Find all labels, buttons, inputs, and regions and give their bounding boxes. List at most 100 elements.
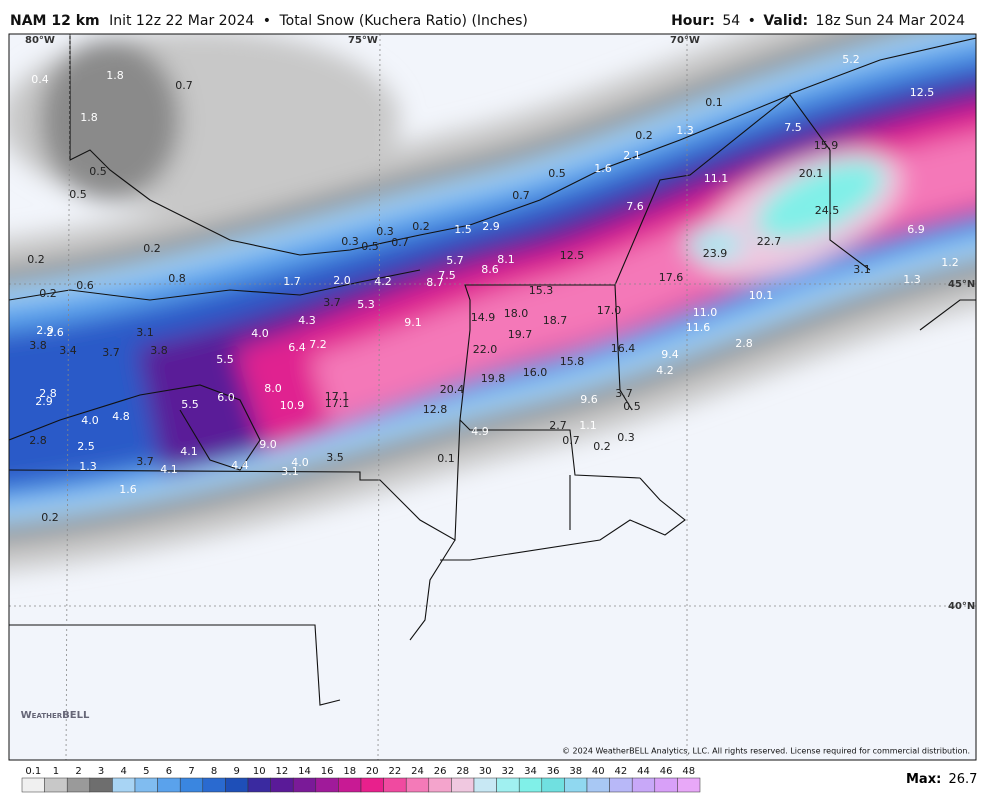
legend-swatch: [564, 777, 588, 793]
snow-total-label: 0.7: [562, 434, 580, 447]
boundaries: [9, 34, 976, 706]
product: Total Snow (Kuchera Ratio) (Inches): [278, 13, 527, 29]
legend-tick-label: 18: [343, 766, 356, 777]
snow-total-label: 0.5: [623, 400, 641, 413]
snow-total-label: 0.2: [41, 511, 59, 524]
legend-swatch: [270, 777, 294, 793]
snow-total-label: 5.5: [216, 353, 234, 366]
snow-total-label: 0.1: [437, 452, 455, 465]
legend-swatch: [44, 777, 68, 793]
snow-total-label: 3.7: [615, 387, 633, 400]
legend-swatch: [360, 777, 384, 793]
lat-label: 45°N: [948, 279, 975, 290]
snow-total-label: 2.0: [333, 274, 351, 287]
lon-label: 70°W: [670, 35, 700, 46]
snow-total-label: 0.5: [361, 240, 379, 253]
header: NAM 12 km Init 12z 22 Mar 2024 • Total S…: [10, 13, 528, 29]
legend-swatch: [518, 777, 543, 793]
legend-tick-label: 36: [547, 766, 560, 777]
snow-total-label: 0.2: [143, 242, 161, 255]
snow-total-label: 4.0: [251, 327, 269, 340]
snow-total-label: 0.5: [548, 167, 566, 180]
legend-swatch: [292, 777, 317, 793]
snow-total-label: 7.6: [626, 200, 644, 213]
snow-total-label: 20.1: [799, 167, 824, 180]
legend-swatch: [496, 777, 520, 793]
snow-total-label: 15.8: [560, 355, 585, 368]
legend-tick-label: 4: [121, 766, 127, 777]
legend-tick-label: 24: [411, 766, 424, 777]
snow-total-label: 12.5: [560, 249, 585, 262]
max-value: 26.7: [948, 772, 977, 787]
legend-tick-label: 34: [524, 766, 537, 777]
legend-tick-label: 30: [479, 766, 492, 777]
legend-tick-label: 7: [188, 766, 194, 777]
legend-tick-label: 5: [143, 766, 149, 777]
snow-total-label: 4.2: [656, 364, 674, 377]
snow-total-label: 0.3: [376, 225, 394, 238]
legend-tick-label: 10: [253, 766, 266, 777]
snow-total-label: 10.9: [280, 399, 305, 412]
snow-total-label: 23.9: [703, 247, 728, 260]
snow-total-label: 8.0: [264, 382, 282, 395]
legend-tick-label: 44: [637, 766, 650, 777]
legend-tick-label: 8: [211, 766, 217, 777]
legend-tick-label: 0.1: [25, 766, 41, 777]
snow-total-label: 0.4: [31, 73, 49, 86]
legend-tick-label: 42: [615, 766, 628, 777]
snow-total-label: 0.8: [168, 272, 186, 285]
snow-total-label: 9.6: [580, 393, 598, 406]
snow-total-label: 3.1: [281, 465, 299, 478]
snow-total-label: 3.5: [326, 451, 344, 464]
snow-total-label: 20.4: [440, 383, 465, 396]
snow-total-label: 19.7: [508, 328, 533, 341]
snow-total-label: 12.5: [910, 86, 935, 99]
legend-swatch: [247, 777, 271, 793]
snow-total-label: 7.2: [309, 338, 327, 351]
snow-total-label: 1.6: [119, 483, 137, 496]
model: NAM 12 km: [10, 13, 100, 29]
snow-total-label: 9.0: [259, 438, 277, 451]
point-labels: 0.4 1.80.71.80.50.50.20.20.60.80.20.3 0.20…: [27, 53, 959, 524]
legend-tick-label: 48: [682, 766, 695, 777]
snow-total-label: 0.5: [69, 188, 87, 201]
snow-total-label: 5.3: [357, 298, 375, 311]
snow-total-label: 0.3: [341, 235, 359, 248]
legend-swatch: [21, 777, 45, 793]
legend-swatch: [473, 777, 497, 793]
snow-total-label: 3.7: [323, 296, 341, 309]
snow-total-label: 8.6: [481, 263, 499, 276]
legend-tick-label: 38: [569, 766, 582, 777]
snow-total-label: 3.8: [150, 344, 168, 357]
map: 0.4 1.80.71.80.50.50.20.20.60.80.20.3 0.20…: [9, 34, 976, 760]
snow-total-label: 10.1: [749, 289, 774, 302]
snow-total-label: 16.0: [523, 366, 548, 379]
snow-total-label: 4.1: [160, 463, 178, 476]
snow-total-label: 1.3: [79, 460, 97, 473]
snow-total-label: 2.9: [36, 324, 54, 337]
snow-total-label: 4.8: [112, 410, 130, 423]
legend-swatch: [631, 777, 656, 793]
legend-swatch: [586, 777, 610, 793]
snow-total-label: 3.7: [136, 455, 154, 468]
snow-total-label: 3.8: [29, 339, 47, 352]
snow-total-label: 9.1: [404, 316, 422, 329]
snow-total-label: 0.3: [617, 431, 635, 444]
legend-swatch: [383, 777, 407, 793]
valid-label: Valid:: [763, 13, 808, 29]
snow-total-label: 1.8: [106, 69, 124, 82]
snow-total-label: 8.1: [497, 253, 515, 266]
snow-total-label: 1.7: [283, 275, 301, 288]
legend-swatch: [338, 777, 362, 793]
legend-tick-label: 22: [389, 766, 402, 777]
snow-total-label: 4.9: [471, 425, 489, 438]
snow-total-label: 18.0: [504, 307, 529, 320]
legend-tick-label: 32: [502, 766, 515, 777]
separator: •: [263, 13, 271, 29]
legend-tick-label: 9: [234, 766, 240, 777]
snow-total-label: 8.7: [426, 276, 444, 289]
legend-swatch: [134, 777, 158, 793]
snow-total-label: 9.4: [661, 348, 679, 361]
legend-swatch: [654, 777, 678, 793]
snow-total-label: 17.1: [325, 397, 350, 410]
